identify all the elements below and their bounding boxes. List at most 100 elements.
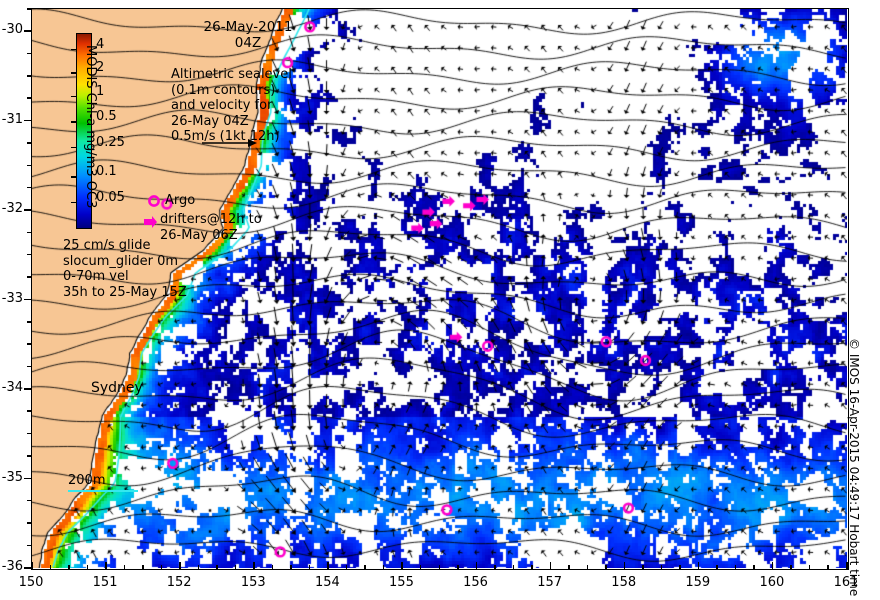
x-tick — [197, 565, 200, 569]
x-tick — [827, 565, 829, 569]
y-tick — [27, 52, 31, 55]
y-tick — [27, 410, 31, 412]
x-tick — [808, 565, 811, 569]
velocity-reference-arrow — [202, 139, 257, 147]
colorbar-tick-05: 0.5 — [96, 109, 117, 125]
x-tick — [605, 565, 607, 569]
glider-annotation: 25 cm/s glide slocum_glider 0m 0-70m vel… — [63, 238, 187, 300]
y-tick — [27, 142, 31, 144]
stamp-time: 04Z — [234, 35, 262, 51]
y-tick — [24, 209, 31, 211]
y-tick-label: -31 — [1, 111, 23, 127]
y-tick — [27, 432, 31, 435]
x-tick-label: 160 — [759, 575, 785, 590]
x-tick — [234, 565, 237, 569]
x-tick — [253, 562, 255, 569]
x-tick-label: 156 — [463, 575, 488, 590]
x-tick — [382, 565, 385, 569]
x-tick-label: 154 — [314, 575, 340, 590]
y-tick-label: -33 — [1, 290, 23, 306]
y-tick — [27, 544, 31, 547]
colorbar-tick-1: 1 — [96, 83, 105, 99]
y-tick — [27, 164, 31, 167]
x-tick — [531, 565, 533, 569]
x-tick — [142, 565, 144, 569]
depth-contour-swatch — [68, 490, 138, 492]
map-raster — [32, 9, 847, 568]
x-tick-label: 161 — [833, 575, 859, 590]
stamp-date: 26-May-2011 — [203, 19, 293, 35]
x-tick — [105, 562, 107, 569]
y-tick-label: -32 — [1, 201, 23, 217]
x-tick-label: 155 — [389, 575, 414, 590]
x-tick — [401, 562, 403, 569]
y-tick — [27, 522, 31, 524]
colorbar-tick-005: 0.05 — [96, 189, 125, 205]
y-tick-label: -35 — [1, 469, 23, 485]
colorbar-gradient — [76, 33, 92, 229]
y-tick — [27, 321, 31, 323]
colorbar-tick-2: 2 — [96, 60, 105, 76]
drifter-marker-icon — [144, 216, 157, 228]
x-tick — [753, 565, 755, 569]
x-tick-label: 152 — [166, 575, 192, 590]
x-tick — [734, 565, 737, 569]
y-tick — [24, 567, 31, 569]
y-tick — [24, 119, 31, 122]
x-tick-label: 153 — [240, 575, 266, 590]
drifter-legend-label: drifters@12h to 26-May 06Z — [160, 212, 262, 243]
y-tick — [27, 186, 31, 189]
x-tick — [364, 565, 366, 569]
x-tick-label: 158 — [611, 575, 637, 590]
y-tick — [27, 365, 31, 368]
x-tick — [679, 565, 681, 569]
x-tick — [623, 562, 626, 569]
x-tick — [642, 565, 644, 569]
x-tick-label: 157 — [537, 575, 563, 590]
map-plot-area[interactable]: 26-May-2011 04Z 4 2 1 0.5 0.25 0.1 0.05 … — [31, 8, 849, 570]
date-time-stamp: 26-May-2011 04Z — [178, 19, 318, 51]
colorbar-tick-4: 4 — [96, 36, 105, 52]
x-tick — [660, 565, 663, 569]
y-tick-label: -34 — [1, 380, 23, 396]
x-tick — [290, 565, 292, 569]
x-tick — [512, 565, 515, 569]
y-tick — [24, 298, 31, 301]
x-tick — [846, 562, 848, 569]
y-tick-label: -30 — [1, 22, 23, 38]
x-tick — [123, 565, 126, 569]
x-tick — [438, 565, 440, 569]
y-tick-label: -36 — [1, 559, 23, 574]
argo-marker-icon — [148, 195, 160, 207]
x-tick — [586, 565, 589, 569]
x-tick — [568, 565, 570, 569]
x-tick — [271, 565, 274, 569]
y-tick — [24, 477, 31, 480]
x-tick — [716, 565, 718, 569]
colorbar-tick-025: 0.25 — [96, 134, 125, 150]
argo-legend-label: Argo — [165, 193, 196, 208]
x-tick — [457, 565, 459, 569]
x-tick — [494, 565, 496, 569]
y-tick — [27, 8, 31, 10]
x-tick — [475, 562, 478, 569]
city-label-sydney: Sydney — [91, 380, 143, 396]
colorbar-tick-01: 0.1 — [96, 164, 117, 180]
x-tick-label: 159 — [685, 575, 711, 590]
copyright-text: © IMOS 16-Apr-2015 04:49:17 Hobart time — [847, 338, 861, 597]
x-tick — [419, 565, 422, 569]
y-tick — [27, 97, 31, 99]
y-tick — [24, 388, 31, 390]
colorbar: 4 2 1 0.5 0.25 0.1 0.05 — [71, 33, 125, 229]
x-tick — [308, 565, 311, 569]
depth-contour-label: 200m — [68, 473, 106, 488]
x-tick — [327, 562, 329, 569]
x-tick — [179, 562, 181, 569]
x-tick — [31, 562, 33, 569]
x-tick — [49, 565, 52, 569]
x-tick-label: 150 — [18, 575, 44, 590]
x-tick — [549, 562, 552, 569]
y-tick — [27, 455, 31, 457]
x-tick-label: 151 — [92, 575, 118, 590]
